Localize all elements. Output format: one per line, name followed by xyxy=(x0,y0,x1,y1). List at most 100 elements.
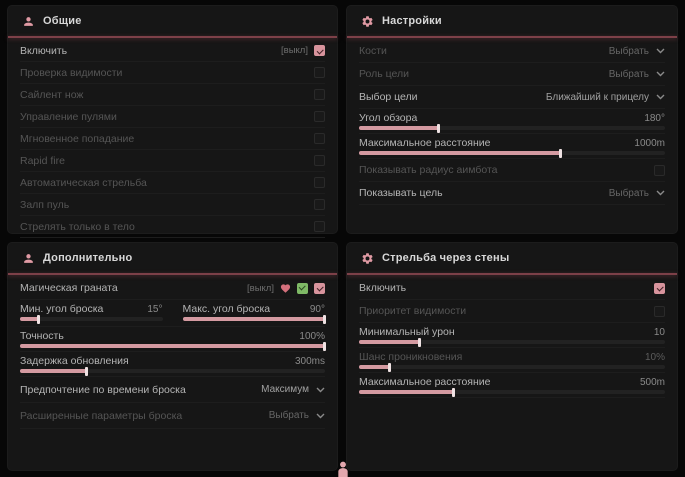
update-delay-slider[interactable] xyxy=(20,366,325,376)
target-role-dropdown[interactable]: Выбрать xyxy=(609,69,665,80)
row-advanced-throw[interactable]: Расширенные параметры броска Выбрать xyxy=(20,403,325,429)
max-distance-slider[interactable] xyxy=(359,148,665,158)
row-label: Показывать цель xyxy=(359,187,443,199)
auto-fire-checkbox[interactable] xyxy=(314,177,325,188)
wallbang-enable-checkbox[interactable] xyxy=(654,282,665,294)
silent-knife-checkbox[interactable] xyxy=(314,89,325,100)
visibility-priority-checkbox[interactable] xyxy=(654,305,665,317)
row-wall-max-distance: Максимальное расстояние 500m xyxy=(359,373,665,398)
keybind-state: [выкл] xyxy=(247,282,274,294)
header-accent-line xyxy=(8,36,337,38)
panel-settings: Настройки Кости Выбрать Роль цели Выбрат… xyxy=(347,6,677,233)
row-label: Предпочтение по времени броска xyxy=(20,383,186,396)
row-label: Мин. угол броска xyxy=(20,303,104,315)
row-min-damage: Минимальный урон 10 xyxy=(359,323,665,348)
instant-hit-checkbox[interactable] xyxy=(314,133,325,144)
slider-fill xyxy=(359,387,455,397)
panel-settings-header: Настройки xyxy=(347,6,677,36)
heart-icon[interactable] xyxy=(280,283,291,294)
row-label: Расширенные параметры броска xyxy=(20,409,183,422)
row-label: Выбор цели xyxy=(359,91,418,103)
row-label: Задержка обновления xyxy=(20,355,129,367)
slider-fill xyxy=(359,148,562,158)
visibility-check-checkbox[interactable] xyxy=(314,67,325,78)
green-check-icon[interactable] xyxy=(297,282,308,294)
row-fov: Угол обзора 180° xyxy=(359,109,665,134)
slider-value: 300ms xyxy=(294,355,325,367)
throw-time-pref-dropdown[interactable]: Максимум xyxy=(261,384,325,395)
magic-grenade-checkbox[interactable] xyxy=(314,282,325,294)
max-throw-angle-slider[interactable] xyxy=(182,314,326,324)
row-bullet-control[interactable]: Управление пулями xyxy=(20,106,325,128)
row-target-role[interactable]: Роль цели Выбрать xyxy=(359,63,665,86)
advanced-throw-dropdown[interactable]: Выбрать xyxy=(269,410,325,421)
chevron-down-icon xyxy=(656,71,665,77)
enable-checkbox[interactable] xyxy=(314,45,325,56)
person-icon xyxy=(22,252,35,265)
slider-value: 1000m xyxy=(634,137,665,149)
header-accent-line xyxy=(347,273,677,275)
row-label: Мгновенное попадание xyxy=(20,132,135,145)
throw-angle-row: Мин. угол броска 15° Макс. угол броска 9… xyxy=(20,300,326,327)
row-label: Rapid fire xyxy=(20,154,65,167)
row-show-radius[interactable]: Показывать радиус аимбота xyxy=(359,159,665,182)
panel-general: Общие Включить [выкл] Проверка видимости… xyxy=(8,6,337,238)
row-label: Кости xyxy=(359,45,387,57)
row-label: Проверка видимости xyxy=(20,66,123,79)
row-wallbang-enable[interactable]: Включить xyxy=(359,277,665,300)
row-bullet-volley[interactable]: Залп пуль xyxy=(20,194,325,216)
row-show-target[interactable]: Показывать цель Выбрать xyxy=(359,182,665,205)
slider-fill xyxy=(359,362,391,372)
dropdown-value: Выбрать xyxy=(268,410,309,421)
penetration-chance-slider[interactable] xyxy=(359,362,665,372)
panel-title: Общие xyxy=(43,15,82,27)
row-silent-knife[interactable]: Сайлент нож xyxy=(20,84,325,106)
bones-dropdown[interactable]: Выбрать xyxy=(609,46,665,57)
row-enable[interactable]: Включить [выкл] xyxy=(20,40,325,62)
row-body-only[interactable]: Стрелять только в тело xyxy=(20,216,325,238)
row-label: Роль цели xyxy=(359,68,410,80)
rapid-fire-checkbox[interactable] xyxy=(314,155,325,166)
row-label: Шанс проникновения xyxy=(359,351,463,363)
row-label: Включить xyxy=(359,282,407,294)
row-label: Угол обзора xyxy=(359,112,418,124)
row-magic-grenade[interactable]: Магическая граната [выкл] xyxy=(20,277,325,300)
row-label: Приоритет видимости xyxy=(359,305,467,317)
panel-wallbang-header: Стрельба через стены xyxy=(347,243,677,273)
person-icon xyxy=(22,15,35,28)
accuracy-slider[interactable] xyxy=(20,341,326,351)
row-label: Автоматическая стрельба xyxy=(20,176,147,189)
row-label: Минимальный урон xyxy=(359,326,455,338)
min-damage-slider[interactable] xyxy=(359,337,665,347)
panel-additional: Дополнительно Магическая граната [выкл] xyxy=(8,243,337,470)
slider-value: 10 xyxy=(653,326,665,338)
target-select-dropdown[interactable]: Ближайший к прицелу xyxy=(546,92,665,103)
panel-wallbang: Стрельба через стены Включить Приоритет … xyxy=(347,243,677,470)
show-radius-checkbox[interactable] xyxy=(654,164,665,176)
row-instant-hit[interactable]: Мгновенное попадание xyxy=(20,128,325,150)
slider-fill xyxy=(182,314,326,324)
body-only-checkbox[interactable] xyxy=(314,221,325,232)
fov-slider[interactable] xyxy=(359,123,665,133)
row-target-select[interactable]: Выбор цели Ближайший к прицелу xyxy=(359,86,665,109)
bullet-volley-checkbox[interactable] xyxy=(314,199,325,210)
row-throw-time-pref[interactable]: Предпочтение по времени броска Максимум xyxy=(20,377,325,403)
slider-fill xyxy=(359,123,440,133)
row-visibility-check[interactable]: Проверка видимости xyxy=(20,62,325,84)
row-visibility-priority[interactable]: Приоритет видимости xyxy=(359,300,665,323)
min-throw-angle-slider[interactable] xyxy=(20,314,163,324)
row-bones[interactable]: Кости Выбрать xyxy=(359,40,665,63)
show-target-dropdown[interactable]: Выбрать xyxy=(609,188,665,199)
bullet-control-checkbox[interactable] xyxy=(314,111,325,122)
person-figure-icon xyxy=(336,461,350,477)
row-auto-fire[interactable]: Автоматическая стрельба xyxy=(20,172,325,194)
min-throw-angle: Мин. угол броска 15° xyxy=(20,303,163,326)
chevron-down-icon xyxy=(316,413,325,419)
row-label: Включить xyxy=(20,44,68,57)
row-max-distance: Максимальное расстояние 1000m xyxy=(359,134,665,159)
slider-fill xyxy=(359,337,422,347)
wall-max-distance-slider[interactable] xyxy=(359,387,665,397)
row-label: Максимальное расстояние xyxy=(359,376,491,388)
row-rapid-fire[interactable]: Rapid fire xyxy=(20,150,325,172)
chevron-down-icon xyxy=(656,48,665,54)
